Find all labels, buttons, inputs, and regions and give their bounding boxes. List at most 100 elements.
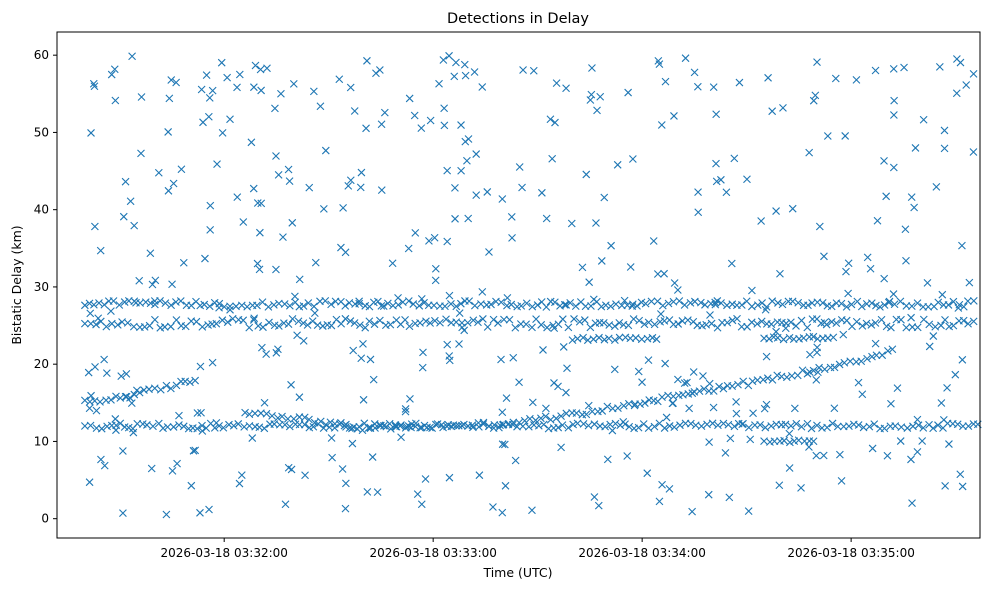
data-point [570, 315, 578, 323]
data-point [421, 475, 430, 483]
data-point [913, 323, 922, 332]
data-point [164, 128, 173, 136]
data-point [436, 318, 444, 327]
data-point [552, 79, 561, 88]
data-point [590, 420, 599, 429]
data-point [394, 300, 403, 309]
data-point [456, 299, 465, 308]
data-point [941, 481, 950, 490]
data-point [470, 301, 479, 310]
data-point [781, 324, 790, 333]
data-point [274, 322, 283, 330]
data-point [889, 65, 898, 73]
data-point [413, 490, 422, 498]
data-point [542, 214, 551, 223]
data-point [832, 319, 841, 327]
data-point [126, 197, 135, 206]
data-point [835, 450, 844, 459]
data-point [176, 297, 185, 305]
data-point [858, 390, 867, 399]
data-point [804, 301, 812, 310]
data-point [110, 65, 119, 74]
data-point [735, 78, 744, 87]
data-point [615, 333, 624, 342]
data-point [757, 317, 766, 326]
data-point [397, 433, 405, 442]
data-point [653, 270, 662, 278]
data-point [295, 275, 304, 284]
data-point [655, 497, 664, 506]
data-point [938, 290, 947, 299]
data-point [812, 375, 821, 384]
data-point [485, 248, 493, 256]
data-point [655, 60, 664, 69]
data-point [233, 83, 241, 92]
data-point [773, 371, 782, 380]
data-point [100, 355, 109, 364]
data-point [868, 444, 877, 453]
data-point [587, 90, 596, 99]
data-point [277, 89, 285, 98]
data-point [293, 331, 301, 340]
data-point [578, 263, 587, 272]
data-point [721, 448, 730, 457]
chart-title: Detections in Delay [447, 11, 589, 27]
data-point [919, 423, 928, 432]
data-point [369, 375, 378, 384]
data-point [406, 394, 414, 403]
data-point [562, 301, 571, 309]
data-point [797, 484, 805, 492]
data-point [763, 374, 772, 383]
data-point [443, 340, 452, 349]
data-point [686, 419, 695, 428]
data-point [628, 300, 637, 309]
data-point [405, 94, 414, 103]
data-point [568, 336, 577, 345]
data-point [640, 320, 649, 329]
data-point [815, 363, 823, 372]
data-point [376, 316, 384, 325]
data-point [594, 501, 603, 510]
data-point [743, 175, 751, 184]
data-point [426, 116, 435, 125]
data-point [867, 299, 876, 308]
data-point [439, 56, 448, 64]
data-point [681, 54, 690, 63]
data-point [631, 400, 639, 409]
data-point [463, 318, 472, 327]
data-point [119, 509, 127, 517]
data-point [129, 428, 138, 437]
data-point [262, 409, 271, 418]
data-point [925, 320, 934, 329]
data-point [256, 65, 265, 74]
data-point [226, 302, 234, 311]
data-point [314, 420, 323, 428]
data-point [830, 404, 839, 413]
data-point [701, 300, 709, 309]
data-point [151, 276, 160, 285]
data-point [880, 274, 889, 283]
data-point [670, 279, 679, 287]
data-point [753, 319, 762, 328]
data-point [952, 89, 961, 98]
data-point [918, 437, 927, 445]
data-point [507, 300, 516, 309]
data-point [280, 300, 289, 308]
data-point [311, 258, 320, 267]
data-point [489, 315, 498, 324]
data-point [463, 156, 471, 165]
data-point [257, 199, 266, 208]
data-point [308, 317, 317, 325]
data-point [644, 318, 653, 327]
data-point [210, 423, 219, 432]
data-point [164, 186, 173, 195]
data-point [270, 300, 278, 309]
data-point [722, 188, 731, 197]
data-point [278, 412, 286, 421]
data-point [628, 302, 637, 310]
data-point [588, 64, 596, 72]
data-point [689, 368, 698, 376]
data-point [95, 299, 103, 307]
data-point [744, 423, 753, 432]
data-point [90, 222, 99, 231]
